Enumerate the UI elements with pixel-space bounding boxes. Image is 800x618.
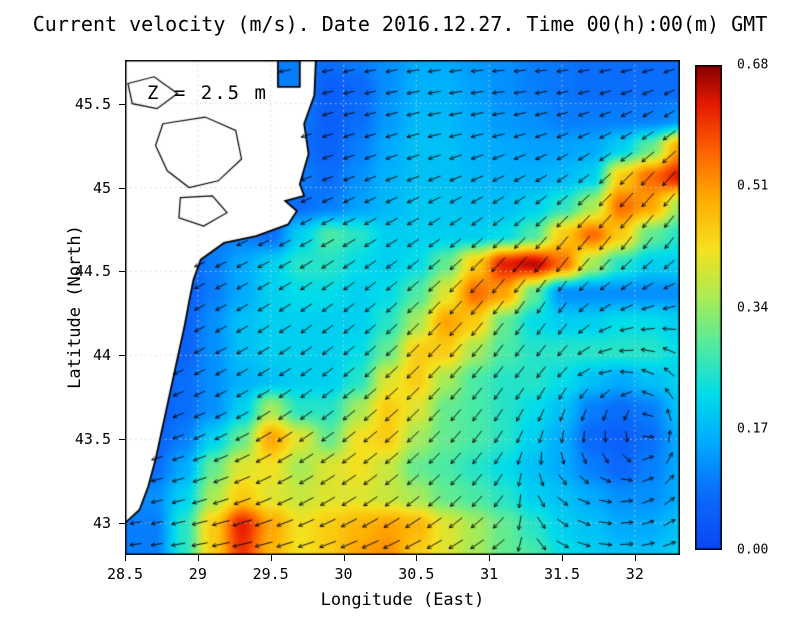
y-tick-label: 44.5 bbox=[74, 262, 111, 281]
x-tick-mark bbox=[197, 555, 199, 561]
y-tick-mark bbox=[119, 355, 125, 357]
colorbar-tick-label: 0.00 bbox=[737, 542, 769, 558]
y-axis-title: Latitude (North) bbox=[65, 225, 85, 389]
x-tick-label: 31 bbox=[480, 565, 499, 583]
y-tick-label: 43.5 bbox=[74, 430, 111, 449]
y-tick-label: 45 bbox=[92, 178, 111, 197]
x-tick-label: 30.5 bbox=[398, 565, 435, 583]
x-tick-label: 28.5 bbox=[106, 565, 144, 583]
y-tick-mark bbox=[119, 439, 125, 441]
colorbar-canvas bbox=[695, 65, 722, 550]
colorbar-tick-label: 0.34 bbox=[737, 300, 769, 315]
colorbar-tick-label: 0.51 bbox=[737, 178, 769, 194]
x-tick-mark bbox=[634, 555, 636, 561]
x-tick-label: 32 bbox=[625, 565, 644, 583]
x-tick-mark bbox=[416, 555, 418, 561]
y-tick-mark bbox=[119, 103, 125, 105]
colorbar-tick-label: 0.68 bbox=[737, 57, 769, 73]
colorbar bbox=[695, 65, 722, 550]
y-tick-mark bbox=[119, 187, 125, 189]
velocity-field-canvas bbox=[125, 60, 680, 555]
y-tick-label: 43 bbox=[92, 514, 111, 533]
y-tick-mark bbox=[119, 523, 125, 525]
colorbar-tick-labels: 0.00 0.17 0.34 0.51 0.68 bbox=[737, 58, 792, 558]
x-tick-mark bbox=[270, 555, 272, 561]
y-tick-label: 45.5 bbox=[74, 94, 111, 113]
x-tick-mark bbox=[343, 555, 345, 561]
depth-annotation: Z = 2.5 m bbox=[147, 82, 268, 104]
x-tick-mark bbox=[562, 555, 563, 561]
x-tick-label: 29.5 bbox=[252, 565, 289, 583]
x-tick-label: 31.5 bbox=[543, 565, 581, 583]
y-tick-mark bbox=[119, 271, 125, 273]
x-tick-label: 30 bbox=[334, 565, 353, 583]
x-tick-label: 29 bbox=[188, 565, 207, 583]
x-axis: 28.5 29 29.5 30 30.5 31 31.5 32 bbox=[107, 555, 680, 597]
chart-title: Current velocity (m/s). Date 2016.12.27.… bbox=[32, 12, 768, 36]
y-axis: 43 43.5 44 44.5 45 45.5 bbox=[0, 60, 125, 555]
x-tick-mark bbox=[489, 555, 491, 561]
y-tick-label: 44 bbox=[92, 346, 111, 365]
x-tick-mark bbox=[125, 555, 126, 561]
colorbar-tick-label: 0.17 bbox=[737, 421, 769, 437]
x-axis-title: Longitude (East) bbox=[320, 590, 485, 610]
plot-area: Z = 2.5 m bbox=[125, 60, 680, 555]
